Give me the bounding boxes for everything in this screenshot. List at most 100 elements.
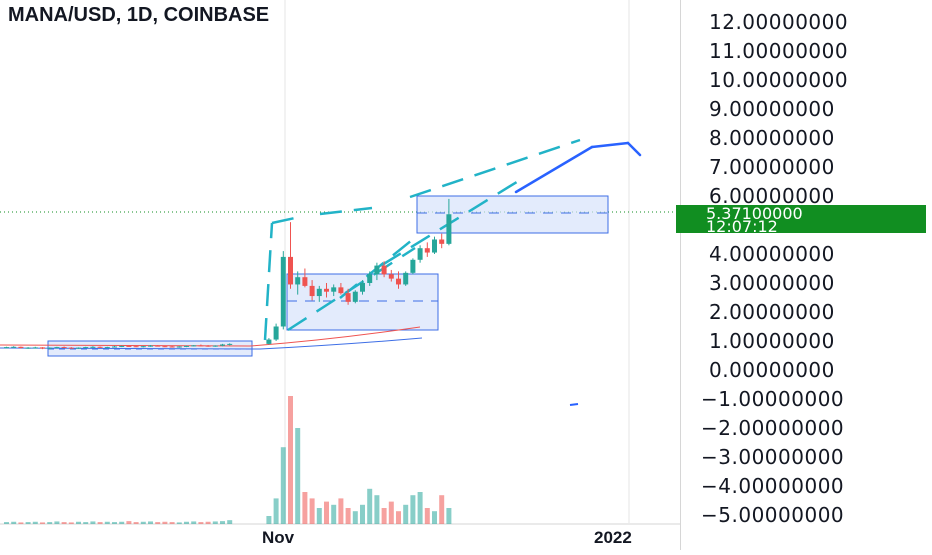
candle xyxy=(309,280,315,301)
candle xyxy=(295,271,301,295)
range-box-3[interactable] xyxy=(416,195,609,234)
volume-bar xyxy=(273,498,279,524)
channel-line-7 xyxy=(409,138,581,199)
volume-bar xyxy=(40,522,45,524)
volume-bar xyxy=(11,521,17,524)
candle-body xyxy=(295,277,301,285)
candle xyxy=(424,242,430,257)
y-tick-neg3: −3.00000000 xyxy=(701,445,845,469)
volume-bar xyxy=(97,522,103,524)
volume-bar xyxy=(424,508,430,524)
volume-bar xyxy=(68,522,74,524)
candle xyxy=(32,346,38,349)
last-price-value: 5.37100000 xyxy=(706,204,803,223)
y-tick-neg5: −5.00000000 xyxy=(701,503,845,527)
candle xyxy=(112,345,117,348)
candle xyxy=(18,346,24,349)
candle xyxy=(396,271,401,289)
volume-bar xyxy=(133,522,139,524)
volume-bar xyxy=(76,521,81,524)
volume-bar xyxy=(176,522,182,524)
candle-body xyxy=(417,248,423,260)
candle xyxy=(169,345,175,348)
candle-body xyxy=(205,345,211,347)
candle-body xyxy=(288,256,293,285)
volume-bar xyxy=(417,492,423,524)
candle-body xyxy=(302,277,308,286)
candle-body xyxy=(155,345,161,347)
volume-bar xyxy=(345,508,351,524)
candle-body xyxy=(446,214,452,244)
volume-bar xyxy=(191,521,197,524)
candle-body xyxy=(11,346,17,348)
candle-body xyxy=(198,345,204,347)
candle-body xyxy=(338,287,344,294)
candle-body xyxy=(90,346,96,348)
candle xyxy=(266,338,272,345)
y-tick-7: 7.00000000 xyxy=(709,155,835,179)
volume-bar xyxy=(266,516,272,524)
volume-bar xyxy=(198,522,204,524)
candle xyxy=(140,345,146,348)
candle-body xyxy=(309,285,315,297)
y-tick-neg2: −2.00000000 xyxy=(701,416,845,440)
volume-bar xyxy=(446,508,452,524)
candle xyxy=(280,251,286,330)
candle-body xyxy=(403,272,409,285)
candle-body xyxy=(273,326,279,340)
candle-body xyxy=(266,339,272,344)
price-axis[interactable]: 12.00000000 11.00000000 10.00000000 9.00… xyxy=(680,0,932,550)
price-chart[interactable] xyxy=(0,0,680,550)
volume-bar xyxy=(54,521,60,524)
candle-body xyxy=(280,256,286,327)
candle-body xyxy=(148,345,153,347)
candle-body xyxy=(220,344,225,346)
candle xyxy=(410,258,416,275)
candle xyxy=(446,198,452,246)
candle-body xyxy=(112,346,117,348)
volume-bar xyxy=(439,495,445,524)
y-tick-8: 8.00000000 xyxy=(709,126,835,150)
projection-arrow[interactable] xyxy=(514,141,642,194)
candle-body xyxy=(227,343,233,345)
volume-bar xyxy=(184,521,189,524)
candle xyxy=(439,233,445,249)
candle xyxy=(90,346,96,348)
volume-bar xyxy=(119,521,125,524)
candle xyxy=(302,268,308,288)
y-tick-10: 10.00000000 xyxy=(709,68,849,92)
y-tick-0: 0.00000000 xyxy=(709,358,835,382)
candle xyxy=(345,288,351,305)
candle xyxy=(273,323,279,341)
candle xyxy=(352,290,358,304)
y-tick-2: 2.00000000 xyxy=(709,300,835,324)
chart-pane[interactable]: MANA/USD, 1D, COINBASE Nov 2022 xyxy=(0,0,680,550)
volume-bar xyxy=(25,522,31,524)
candle xyxy=(360,280,365,295)
volume-bar xyxy=(388,501,394,524)
candle xyxy=(227,343,233,346)
candle-body xyxy=(104,347,110,349)
candle xyxy=(212,345,218,347)
candle-body xyxy=(40,347,45,349)
volume-bar xyxy=(352,511,358,524)
y-tick-4: 4.00000000 xyxy=(709,242,835,266)
candle-body xyxy=(54,347,60,349)
candle-body xyxy=(83,347,89,349)
candle-body xyxy=(396,278,401,285)
candle xyxy=(68,347,74,349)
candle xyxy=(54,346,60,349)
candle xyxy=(40,347,45,350)
ma-line-2 xyxy=(0,337,423,350)
candle-body xyxy=(367,274,373,283)
volume-bar xyxy=(331,504,337,524)
candle xyxy=(148,345,153,347)
candle-body xyxy=(76,347,81,349)
candle xyxy=(198,344,204,347)
candle-body xyxy=(316,288,322,297)
candle-body xyxy=(324,288,329,292)
x-tick-nov: Nov xyxy=(262,528,295,547)
y-tick-11: 11.00000000 xyxy=(709,39,849,63)
candle xyxy=(381,261,387,278)
candle xyxy=(324,283,329,298)
